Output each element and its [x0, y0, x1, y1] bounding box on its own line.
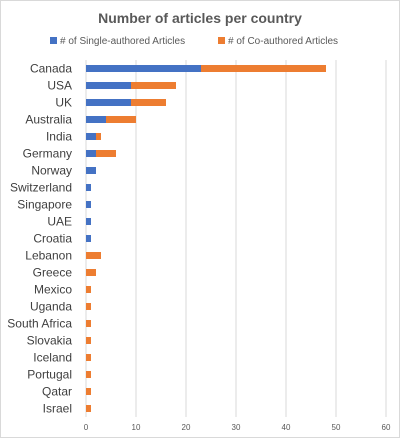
category-label: Slovakia	[27, 334, 73, 348]
bar-single-authored	[86, 116, 106, 123]
category-label: India	[46, 130, 72, 144]
x-axis-ticks: 0 10 20 30 40 50 60	[84, 423, 391, 432]
bar-single-authored	[86, 133, 96, 140]
bar-co-authored	[86, 252, 101, 259]
x-tick-label: 30	[232, 423, 241, 432]
x-tick-label: 10	[132, 423, 141, 432]
bar-co-authored	[131, 99, 166, 106]
bar-single-authored	[86, 99, 131, 106]
category-label: Germany	[23, 147, 72, 161]
bar-co-authored	[96, 133, 101, 140]
category-label: Greece	[33, 266, 73, 280]
bar-single-authored	[86, 65, 201, 72]
bar-single-authored	[86, 82, 131, 89]
x-tick-label: 20	[182, 423, 191, 432]
x-tick-label: 50	[332, 423, 341, 432]
bar-co-authored	[86, 388, 91, 395]
x-tick-label: 40	[282, 423, 291, 432]
x-tick-label: 0	[84, 423, 89, 432]
category-label: Singapore	[17, 198, 72, 212]
gridlines	[85, 60, 387, 417]
category-label: Norway	[31, 164, 72, 178]
category-label: Lebanon	[25, 249, 72, 263]
category-label: Mexico	[34, 283, 72, 297]
bar-co-authored	[86, 405, 91, 412]
legend-label-co: # of Co-authored Articles	[228, 36, 338, 47]
category-label: Australia	[25, 113, 72, 127]
bar-co-authored	[86, 303, 91, 310]
bar-single-authored	[86, 184, 91, 191]
category-label: Portugal	[27, 368, 72, 382]
bar-single-authored	[86, 150, 96, 157]
category-label: Switzerland	[10, 181, 72, 195]
category-label: South Africa	[7, 317, 72, 331]
bar-single-authored	[86, 167, 96, 174]
bar-co-authored	[86, 269, 96, 276]
category-label: Croatia	[33, 232, 72, 246]
category-label: USA	[47, 79, 72, 93]
bar-single-authored	[86, 201, 91, 208]
legend-swatch-single	[50, 37, 57, 44]
bar-single-authored	[86, 235, 91, 242]
bar-co-authored	[86, 337, 91, 344]
category-label: Iceland	[33, 351, 72, 365]
x-tick-label: 60	[382, 423, 391, 432]
bar-co-authored	[86, 354, 91, 361]
bar-co-authored	[201, 65, 326, 72]
bar-co-authored	[96, 150, 116, 157]
bar-co-authored	[86, 371, 91, 378]
bar-single-authored	[86, 218, 91, 225]
category-label: UAE	[47, 215, 72, 229]
category-label: Israel	[43, 402, 72, 416]
category-label: Qatar	[42, 385, 72, 399]
category-label: UK	[55, 96, 72, 110]
category-label: Canada	[30, 62, 72, 76]
bar-co-authored	[86, 320, 91, 327]
bar-co-authored	[131, 82, 176, 89]
chart-title: Number of articles per country	[98, 10, 302, 26]
legend-swatch-co	[218, 37, 225, 44]
category-label: Uganda	[30, 300, 72, 314]
category-labels: Canada USA UK Australia India Germany Norway Sw…	[7, 62, 72, 416]
bar-co-authored	[86, 286, 91, 293]
legend-label-single: # of Single-authored Articles	[60, 36, 185, 47]
bars	[86, 65, 326, 412]
legend: # of Single-authored Articles # of Co-au…	[50, 36, 338, 47]
bar-co-authored	[106, 116, 136, 123]
